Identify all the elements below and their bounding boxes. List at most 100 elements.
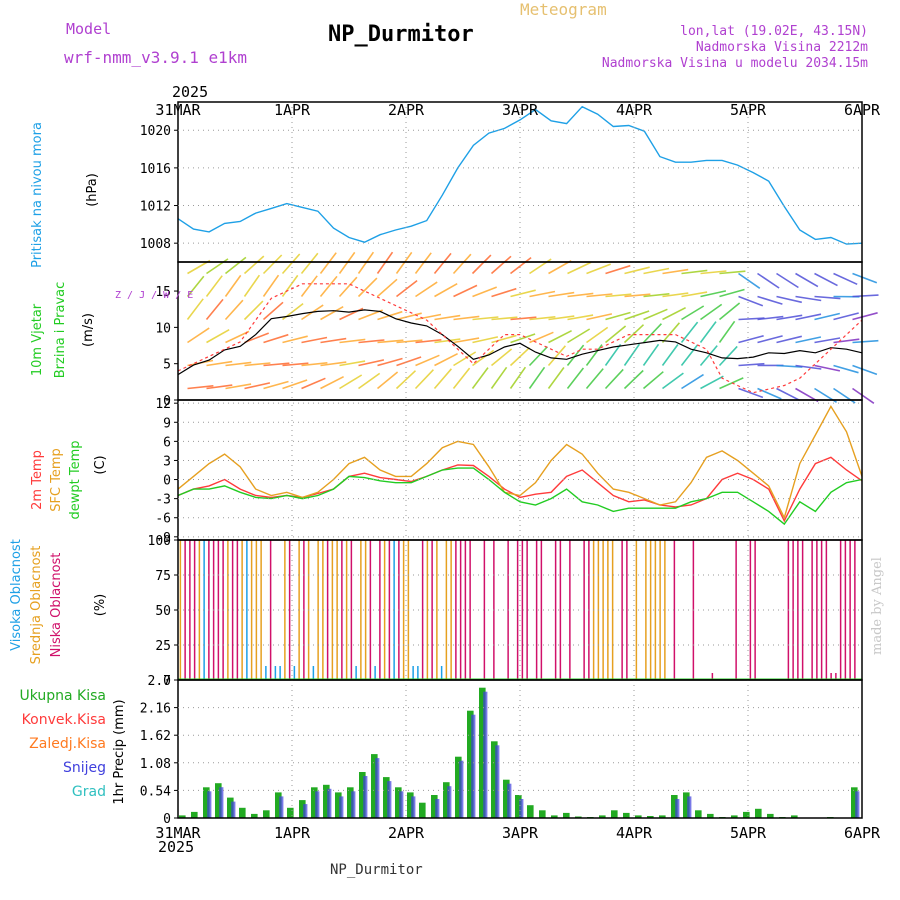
- precip-bar: [419, 802, 426, 818]
- wind-barb: [776, 364, 803, 368]
- wind-barb: [833, 338, 860, 344]
- wind-barb: [547, 367, 565, 389]
- wind-barb: [243, 255, 265, 275]
- wind-barb: [585, 368, 604, 390]
- wind-barb: [338, 251, 356, 274]
- y-tick-label: 25: [155, 639, 171, 654]
- wind-barb: [434, 314, 461, 321]
- wind-barb: [510, 333, 536, 344]
- wind-barb: [548, 291, 575, 298]
- precip-bar: [431, 795, 438, 818]
- precip-snow-bar: [411, 796, 416, 818]
- wind-barb: [300, 275, 318, 297]
- wind-barb: [852, 272, 878, 284]
- y-tick-label: 1012: [140, 200, 171, 215]
- footer-label: NP_Durmitor: [330, 862, 423, 878]
- ylabel-wind-unit: (m/s): [81, 313, 96, 347]
- x-tick-label-bottom: 31MAR: [155, 824, 201, 842]
- precip-snow-bar: [387, 781, 392, 818]
- wind-barb: [642, 371, 664, 390]
- wind-gust-line: [177, 283, 863, 394]
- wind-barb: [509, 366, 527, 389]
- wind-barb: [642, 343, 660, 366]
- wind-barb: [852, 339, 879, 344]
- precip-bar: [443, 782, 450, 818]
- wind-barb: [415, 354, 440, 367]
- wind-barb: [224, 299, 244, 321]
- wind-barb: [301, 336, 328, 344]
- wind-barb: [319, 275, 338, 298]
- wind-barb: [795, 313, 822, 321]
- wind-barb: [472, 349, 495, 367]
- wind-barb: [681, 305, 705, 321]
- wind-barb: [433, 368, 453, 390]
- wind-barb: [681, 269, 708, 275]
- precip-snow-bar: [303, 804, 308, 818]
- x-tick-label-top: 31MAR: [155, 101, 201, 119]
- wind-barb: [642, 323, 662, 344]
- wind-barb: [529, 316, 556, 321]
- wind-barb: [376, 371, 399, 390]
- precip-snow-bar: [459, 760, 464, 818]
- wind-barb: [604, 368, 624, 390]
- precip-bar: [551, 815, 558, 818]
- precip-bar: [731, 815, 738, 818]
- y-tick-label: 100: [148, 534, 171, 549]
- wind-barb: [509, 347, 531, 367]
- wind-barb: [643, 308, 668, 321]
- precip-snow-bar: [327, 788, 332, 818]
- precip-snow-bar: [519, 799, 524, 818]
- wind-barb: [282, 379, 308, 390]
- wind-barb: [700, 303, 723, 321]
- wind-barb: [833, 312, 859, 321]
- wind-barb: [452, 253, 472, 275]
- y-tick-label: -6: [155, 512, 171, 527]
- wind-barb: [186, 275, 205, 298]
- precip-bar: [755, 808, 762, 818]
- wind-barb: [719, 377, 744, 390]
- ylabel-precip: 1hr Precip (mm): [112, 699, 127, 804]
- wind-barb: [567, 314, 594, 321]
- wind-barb: [414, 252, 432, 274]
- ylabel-cloud-low: Niska Oblacnost: [49, 553, 64, 658]
- wind-barb: [529, 290, 556, 298]
- compass-rose: Z / J / W / E: [115, 290, 193, 301]
- precip-bar: [647, 816, 654, 818]
- x-tick-label-top: 4APR: [616, 101, 653, 119]
- wind-barb: [377, 339, 404, 344]
- precip-bar: [767, 813, 774, 818]
- wind-barb: [547, 345, 567, 367]
- x-tick-label-top: 2APR: [388, 101, 425, 119]
- wind-barb: [680, 321, 699, 343]
- wind-barb: [681, 291, 708, 298]
- wind-barb: [567, 292, 594, 298]
- y-tick-label: 1020: [140, 124, 171, 139]
- ylabel-cloud-mid: Srednja Oblacnost: [29, 546, 44, 665]
- wind-barb: [795, 272, 819, 288]
- wind-barb: [814, 272, 838, 287]
- precip-bar: [851, 787, 858, 818]
- precip-bar: [467, 710, 474, 818]
- precip-snow-bar: [351, 791, 356, 818]
- wind-barb: [434, 338, 461, 344]
- precip-snow-bar: [207, 791, 212, 818]
- wind-barb: [376, 278, 398, 298]
- wind-barb: [795, 295, 822, 302]
- wind-barb: [433, 252, 452, 275]
- wind-barb: [680, 344, 699, 366]
- wind-barb: [319, 252, 337, 274]
- wind-barb: [205, 298, 224, 321]
- wind-barb: [548, 260, 572, 275]
- marks-layer: [177, 105, 863, 818]
- wind-barb: [452, 367, 471, 389]
- wind-barb: [358, 339, 385, 344]
- wind-barb: [471, 367, 489, 389]
- precip-bar: [683, 792, 690, 818]
- wind-barb: [604, 325, 627, 344]
- wind-barb: [225, 361, 252, 367]
- wind-barb: [566, 344, 585, 366]
- ylabel-pressure-unit: (hPa): [85, 173, 100, 207]
- wind-barb: [510, 316, 537, 321]
- wind-barb: [320, 306, 344, 321]
- wind-barb: [585, 344, 603, 366]
